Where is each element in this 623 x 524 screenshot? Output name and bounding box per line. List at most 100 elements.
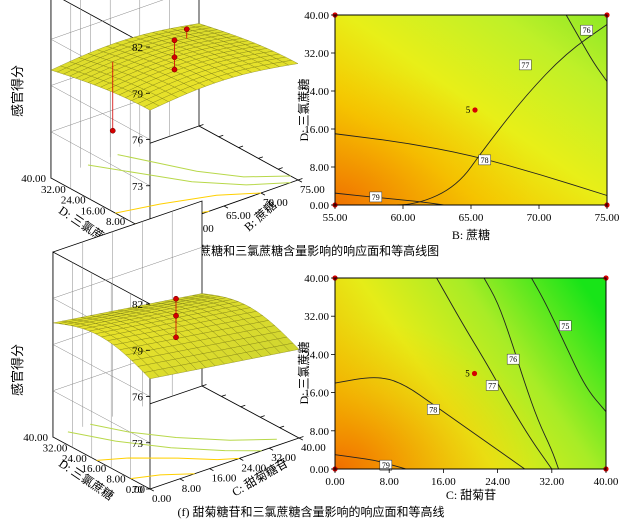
surface-f-z-ticks: 70 73 76 79 82 [132, 299, 150, 496]
contour-label-box [379, 459, 393, 471]
floor-contour-line [67, 431, 262, 452]
contour-f-frame [334, 277, 607, 470]
floor-contour-line [96, 457, 240, 461]
y-tick-label: 32.00 [304, 48, 329, 60]
x-tick-label: 24.00 [241, 462, 266, 474]
contour-line-78 [334, 133, 608, 196]
x-tick-label: 16.00 [212, 473, 237, 485]
contour-f-x-ticks: 0.00 8.00 16.00 24.00 32.00 40.00 [325, 469, 619, 488]
contour-label-box [485, 380, 499, 391]
contour-f-lines [334, 277, 607, 470]
contour-f-hot-zone [335, 278, 606, 469]
x-tick-mark [149, 488, 155, 492]
design-point [173, 295, 179, 302]
x-tick-mark [260, 192, 266, 196]
contour-level-label: 76 [583, 26, 591, 35]
contour-f-x-label: C: 甜菊苷 [446, 488, 496, 502]
y-tick-label: 8.00 [310, 426, 330, 438]
floor-edge [201, 385, 300, 439]
wall-grid-line [52, 344, 151, 397]
d-tick-label: 16.00 [81, 205, 106, 217]
contour-f-y-label: D: 三氯蔗糖 [296, 341, 311, 404]
center-design-point [472, 107, 478, 113]
d-tick-mark [218, 134, 224, 138]
contour-label-box [426, 404, 440, 415]
x-tick-label: 60.00 [391, 212, 416, 224]
floor-contour-line [130, 473, 195, 480]
wall-grid-line [52, 247, 203, 299]
d-tick-mark [260, 415, 265, 418]
d-tick-mark [221, 394, 226, 397]
contour-label-box [580, 24, 593, 36]
y-tick-label: 40.00 [304, 10, 329, 22]
x-tick-label: 8.00 [182, 483, 202, 495]
wall-grid-line [50, 131, 151, 186]
contour-level-label: 78 [429, 405, 437, 414]
center-design-point [471, 370, 478, 377]
d-tick-label: 32.00 [41, 184, 66, 196]
contour-line-76 [565, 14, 608, 82]
x-tick-mark [269, 447, 274, 451]
y-tick-label: 32.00 [304, 311, 329, 323]
x-tick-label: 16.00 [431, 476, 456, 488]
x-tick-label: 24.00 [485, 476, 510, 488]
z-tick-label: 70 [132, 484, 144, 496]
y-tick-label: 16.00 [304, 388, 329, 400]
wall-grid-line [52, 390, 151, 443]
surface-f-mesh [52, 293, 300, 379]
design-point [171, 66, 178, 73]
y-tick-label: 24.00 [304, 86, 329, 98]
x-tick-label: 65.00 [459, 212, 484, 224]
x-tick-mark [179, 478, 184, 482]
contour-e-x-label: B: 蔗糖 [452, 227, 490, 242]
x-tick-label: 70.00 [527, 212, 552, 224]
contour-e-level-labels: 79 78 77 76 [369, 24, 593, 203]
center-point-count: 5 [466, 105, 471, 115]
d-tick-mark [201, 384, 207, 387]
design-point [171, 37, 178, 44]
y-tick-label: 16.00 [304, 124, 329, 136]
z-tick-label: 73 [132, 438, 144, 450]
x-tick-mark [298, 437, 304, 441]
d-tick-label: 24.00 [61, 195, 86, 207]
contour-line-78 [334, 377, 525, 470]
y-tick-label: 0.00 [310, 200, 330, 212]
surface-e-z-label: 感官得分 [10, 65, 25, 117]
contour-e-y-label: D: 三氯蔗糖 [296, 78, 311, 141]
contour-e-y-ticks: 0.00 8.00 16.00 24.00 32.00 40.00 [304, 10, 335, 212]
contour-level-label: 79 [372, 193, 380, 202]
x-tick-mark [223, 205, 229, 209]
design-point [109, 127, 116, 134]
floor-contour-line [87, 164, 291, 186]
z-tick-label: 82 [132, 299, 143, 311]
d-tick-mark [297, 178, 303, 181]
x-tick-label: 0.00 [152, 493, 172, 505]
y-tick-label: 24.00 [304, 349, 329, 361]
contour-level-label: 76 [509, 355, 517, 364]
y-tick-label: 0.00 [310, 464, 330, 476]
wall-grid-line [50, 85, 151, 140]
y-tick-label: 40.00 [304, 273, 329, 285]
x-tick-mark [209, 468, 214, 472]
z-tick-label: 76 [132, 135, 144, 147]
contour-line-77 [436, 277, 553, 470]
d-tick-mark [198, 124, 204, 127]
floor-contour-line [117, 154, 291, 178]
design-point [173, 334, 179, 341]
contour-level-label: 78 [481, 156, 489, 165]
contour-level-label: 77 [488, 381, 496, 390]
y-tick-label: 8.00 [310, 162, 330, 174]
d-tick-label: 40.00 [21, 173, 46, 185]
contour-label-box [369, 191, 383, 203]
wall-grid-line [50, 0, 164, 40]
d-tick-mark [279, 425, 285, 428]
contour-line-75 [531, 277, 607, 412]
surface-f-design-points [173, 295, 179, 341]
center-point-count: 5 [465, 369, 470, 379]
caption-e: (e) 蔗糖和三氯蔗糖含量影响的响应面和等高线图 [183, 243, 439, 258]
d-tick-mark [298, 436, 304, 439]
x-tick-label: 65.00 [226, 210, 251, 222]
caption-f: (f) 甜菊糖苷和三氯蔗糖含量影响的响应面和等高线 [178, 504, 445, 519]
d-tick-mark [240, 404, 246, 408]
